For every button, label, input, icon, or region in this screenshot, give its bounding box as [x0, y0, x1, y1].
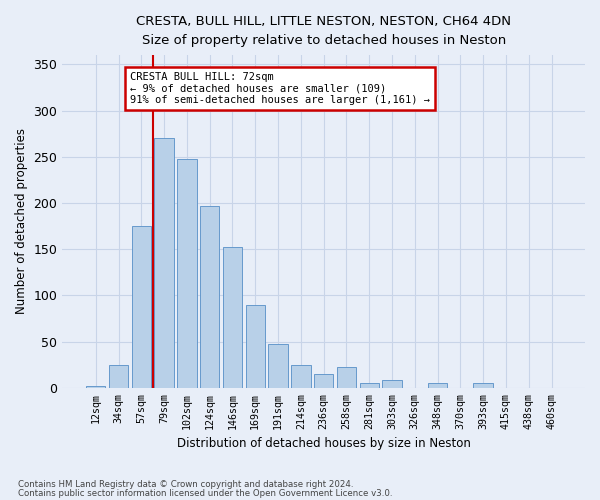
Bar: [359, 383, 379, 388]
Bar: [473, 383, 493, 388]
Text: Contains public sector information licensed under the Open Government Licence v3: Contains public sector information licen…: [18, 488, 392, 498]
Bar: [268, 344, 288, 388]
Bar: [382, 380, 402, 388]
X-axis label: Distribution of detached houses by size in Neston: Distribution of detached houses by size …: [177, 437, 470, 450]
Bar: [291, 364, 311, 388]
Text: CRESTA BULL HILL: 72sqm
← 9% of detached houses are smaller (109)
91% of semi-de: CRESTA BULL HILL: 72sqm ← 9% of detached…: [130, 72, 430, 105]
Bar: [177, 158, 197, 388]
Bar: [314, 374, 334, 388]
Bar: [200, 206, 220, 388]
Bar: [131, 226, 151, 388]
Bar: [245, 304, 265, 388]
Bar: [337, 368, 356, 388]
Bar: [86, 386, 106, 388]
Title: CRESTA, BULL HILL, LITTLE NESTON, NESTON, CH64 4DN
Size of property relative to : CRESTA, BULL HILL, LITTLE NESTON, NESTON…: [136, 15, 511, 47]
Text: Contains HM Land Registry data © Crown copyright and database right 2024.: Contains HM Land Registry data © Crown c…: [18, 480, 353, 489]
Y-axis label: Number of detached properties: Number of detached properties: [15, 128, 28, 314]
Bar: [154, 138, 174, 388]
Bar: [223, 248, 242, 388]
Bar: [428, 383, 447, 388]
Bar: [109, 364, 128, 388]
